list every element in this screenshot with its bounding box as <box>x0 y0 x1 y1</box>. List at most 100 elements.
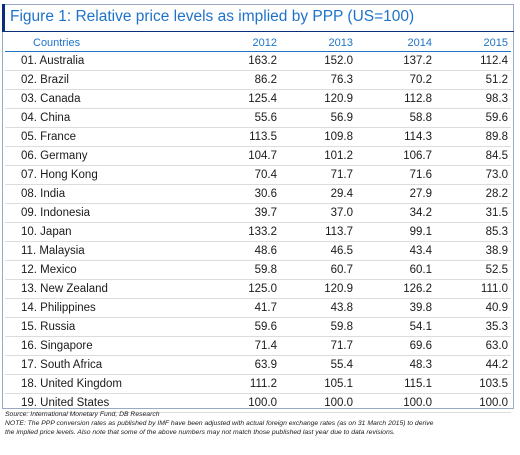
value-2015: 31.5 <box>485 207 508 219</box>
header-2013: 2013 <box>328 37 353 49</box>
value-2013: 100.0 <box>324 397 353 409</box>
value-2013: 76.3 <box>330 74 353 86</box>
row-divider <box>5 279 511 280</box>
table-row: 19. United States 100.0 100.0 100.0 100.0 <box>5 394 511 413</box>
value-2014: 39.8 <box>409 302 432 314</box>
note-line-2: the implied price levels. Also note that… <box>5 429 396 436</box>
source-note: Source: International Monetary Fund, DB … <box>5 411 160 418</box>
row-divider <box>5 89 511 90</box>
row-divider <box>5 260 511 261</box>
table-row: 09. Indonesia 39.7 37.0 34.2 31.5 <box>5 204 511 223</box>
row-divider <box>5 393 511 394</box>
table-row: 04. China 55.6 56.9 58.8 59.6 <box>5 109 511 128</box>
value-2013: 60.7 <box>330 264 353 276</box>
note-line-1: NOTE: The PPP conversion rates as publis… <box>5 420 434 427</box>
value-2013: 29.4 <box>330 188 353 200</box>
value-2013: 113.7 <box>325 226 353 238</box>
country-name: 12. Mexico <box>21 264 77 276</box>
header-2012: 2012 <box>252 37 277 49</box>
value-2013: 101.2 <box>324 150 353 162</box>
value-2014: 112.8 <box>404 93 432 105</box>
value-2015: 40.9 <box>485 302 508 314</box>
value-2012: 133.2 <box>248 226 277 238</box>
country-name: 09. Indonesia <box>21 207 91 219</box>
figure-title: Figure 1: Relative price levels as impli… <box>10 8 415 25</box>
table-row: 01. Australia 163.2 152.0 137.2 112.4 <box>5 52 511 71</box>
value-2012: 63.9 <box>254 359 277 371</box>
value-2014: 54.1 <box>409 321 432 333</box>
table-row: 05. France 113.5 109.8 114.3 89.8 <box>5 128 511 147</box>
header-countries: Countries <box>33 37 81 49</box>
table-row: 16. Singapore 71.4 71.7 69.6 63.0 <box>5 337 511 356</box>
value-2015: 73.0 <box>485 169 508 181</box>
value-2015: 51.2 <box>485 74 508 86</box>
value-2013: 71.7 <box>330 340 353 352</box>
country-name: 08. India <box>21 188 66 200</box>
table-row: 10. Japan 133.2 113.7 99.1 85.3 <box>5 223 511 242</box>
country-name: 03. Canada <box>21 93 81 105</box>
title-divider <box>2 31 514 32</box>
country-name: 02. Brazil <box>21 74 69 86</box>
value-2012: 111.2 <box>249 378 277 390</box>
table-row: 03. Canada 125.4 120.9 112.8 98.3 <box>5 90 511 109</box>
country-name: 01. Australia <box>21 55 85 67</box>
value-2012: 125.0 <box>248 283 277 295</box>
figure-frame <box>2 4 514 409</box>
country-name: 18. United Kingdom <box>21 378 123 390</box>
value-2012: 41.7 <box>254 302 277 314</box>
value-2014: 60.1 <box>409 264 432 276</box>
value-2012: 125.4 <box>248 93 277 105</box>
row-divider <box>5 108 511 109</box>
value-2013: 43.8 <box>330 302 353 314</box>
row-divider <box>5 146 511 147</box>
row-divider <box>5 184 511 185</box>
row-divider <box>5 298 511 299</box>
country-name: 13. New Zealand <box>21 283 108 295</box>
value-2012: 100.0 <box>248 397 277 409</box>
value-2015: 103.5 <box>479 378 508 390</box>
value-2012: 59.6 <box>254 321 277 333</box>
value-2014: 126.2 <box>403 283 432 295</box>
value-2015: 28.2 <box>485 188 508 200</box>
row-divider <box>5 70 511 71</box>
value-2014: 27.9 <box>409 188 432 200</box>
row-divider <box>5 374 511 375</box>
row-divider <box>5 127 511 128</box>
country-name: 07. Hong Kong <box>21 169 98 181</box>
value-2015: 112.4 <box>480 55 508 67</box>
value-2013: 152.0 <box>324 55 353 67</box>
value-2012: 113.5 <box>249 131 277 143</box>
value-2014: 106.7 <box>403 150 432 162</box>
row-divider <box>5 165 511 166</box>
value-2014: 58.8 <box>409 112 432 124</box>
row-divider <box>5 336 511 337</box>
value-2015: 59.6 <box>485 112 508 124</box>
value-2013: 56.9 <box>330 112 353 124</box>
row-divider <box>5 355 511 356</box>
country-name: 14. Philippines <box>21 302 96 314</box>
value-2013: 46.5 <box>330 245 353 257</box>
row-divider <box>5 412 511 413</box>
value-2014: 114.3 <box>404 131 432 143</box>
value-2014: 69.6 <box>409 340 432 352</box>
header-2015: 2015 <box>483 37 508 49</box>
value-2012: 48.6 <box>254 245 277 257</box>
value-2015: 52.5 <box>485 264 508 276</box>
value-2015: 98.3 <box>485 93 508 105</box>
value-2014: 137.2 <box>403 55 432 67</box>
title-accent-bar <box>2 4 5 31</box>
value-2015: 100.0 <box>479 397 508 409</box>
country-name: 16. Singapore <box>21 340 93 352</box>
country-name: 15. Russia <box>21 321 76 333</box>
value-2015: 89.8 <box>485 131 508 143</box>
value-2013: 37.0 <box>330 207 353 219</box>
table-row: 14. Philippines 41.7 43.8 39.8 40.9 <box>5 299 511 318</box>
header-divider <box>5 51 511 52</box>
value-2012: 71.4 <box>254 340 277 352</box>
value-2014: 100.0 <box>403 397 432 409</box>
country-name: 11. Malaysia <box>21 245 85 257</box>
value-2015: 44.2 <box>485 359 508 371</box>
value-2013: 71.7 <box>330 169 353 181</box>
value-2012: 59.8 <box>254 264 277 276</box>
